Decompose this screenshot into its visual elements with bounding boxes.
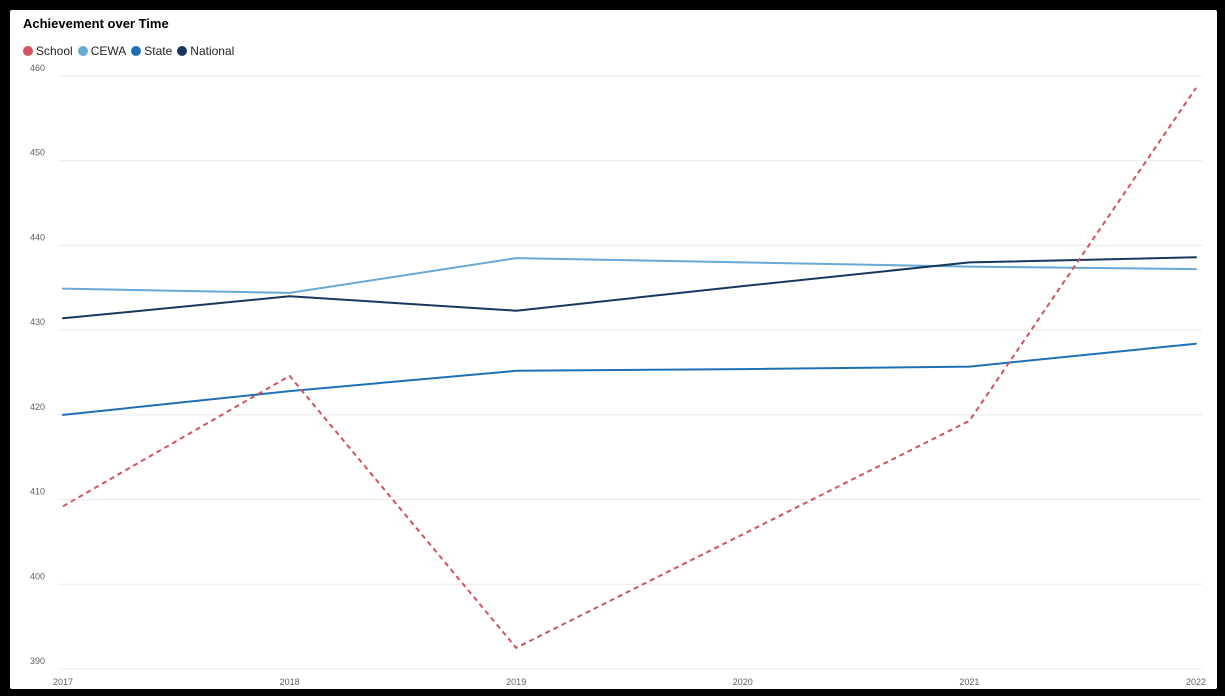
- x-tick-label-2018: 2018: [280, 677, 300, 687]
- y-tick-label-430: 430: [30, 317, 45, 327]
- data-point-national-2017[interactable]: [59, 314, 67, 322]
- data-point-cewa-2022[interactable]: [1192, 265, 1200, 273]
- data-point-school-2022[interactable]: [1192, 84, 1200, 92]
- data-point-school-2017[interactable]: [59, 502, 67, 510]
- data-point-national-2020[interactable]: [739, 282, 747, 290]
- chart-title: Achievement over Time: [23, 16, 169, 31]
- data-point-national-2022[interactable]: [1192, 253, 1200, 261]
- x-tick-label-2017: 2017: [53, 677, 73, 687]
- gridlines: [58, 75, 1202, 670]
- legend-marker-school: [23, 46, 33, 56]
- chart-card: Achievement over Time School CEWA State …: [10, 10, 1217, 689]
- x-tick-label-2020: 2020: [733, 677, 753, 687]
- series-line-state[interactable]: [62, 342, 1197, 416]
- legend-marker-state: [131, 46, 142, 56]
- y-tick-label-410: 410: [30, 487, 45, 497]
- x-tick-label-2019: 2019: [506, 677, 526, 687]
- series-line-national[interactable]: [62, 256, 1197, 320]
- y-tick-label-450: 450: [30, 148, 45, 158]
- y-tick-label-440: 440: [30, 232, 45, 242]
- data-point-cewa-2019[interactable]: [512, 254, 520, 262]
- legend-item-cewa[interactable]: CEWA: [77, 44, 127, 58]
- series-line-school[interactable]: [62, 87, 1197, 649]
- data-point-school-2018[interactable]: [286, 372, 294, 380]
- legend-label-school: School: [36, 44, 73, 58]
- legend-item-state[interactable]: State: [131, 44, 172, 58]
- data-point-state-2021[interactable]: [965, 363, 973, 371]
- series-lines: [59, 84, 1200, 652]
- data-point-cewa-2017[interactable]: [59, 285, 67, 293]
- legend-marker-cewa: [77, 46, 88, 56]
- data-point-state-2019[interactable]: [512, 367, 520, 375]
- line-chart: 390 400 410 420 430 440 450 460 2017 2018 2019 202…: [30, 63, 1206, 687]
- data-point-cewa-2020[interactable]: [739, 258, 747, 266]
- legend-item-national[interactable]: National: [177, 44, 234, 58]
- legend: School CEWA State National: [23, 44, 239, 58]
- series-line-cewa[interactable]: [62, 257, 1197, 294]
- y-tick-label-390: 390: [30, 656, 45, 666]
- legend-label-state: State: [144, 44, 173, 58]
- legend-marker-national: [177, 46, 188, 56]
- data-point-national-2021[interactable]: [965, 258, 973, 266]
- data-point-national-2018[interactable]: [286, 292, 294, 300]
- legend-label-cewa: CEWA: [90, 44, 127, 58]
- data-point-school-2019[interactable]: [512, 644, 520, 652]
- data-point-state-2017[interactable]: [59, 411, 67, 419]
- y-tick-label-420: 420: [30, 402, 45, 412]
- data-point-state-2022[interactable]: [1192, 340, 1200, 348]
- data-point-school-2021[interactable]: [965, 417, 973, 425]
- y-tick-label-460: 460: [30, 63, 45, 73]
- y-axis-ticks: 390 400 410 420 430 440 450 460: [30, 63, 45, 666]
- x-tick-label-2021: 2021: [959, 677, 979, 687]
- x-tick-label-2022: 2022: [1186, 677, 1206, 687]
- y-tick-label-400: 400: [30, 571, 45, 581]
- legend-item-school[interactable]: School: [23, 44, 73, 58]
- legend-label-national: National: [190, 44, 235, 58]
- data-point-state-2020[interactable]: [739, 365, 747, 373]
- x-axis-ticks: 2017 2018 2019 2020 2021 2022: [53, 677, 1206, 687]
- data-point-national-2019[interactable]: [512, 307, 520, 315]
- data-point-state-2018[interactable]: [286, 387, 294, 395]
